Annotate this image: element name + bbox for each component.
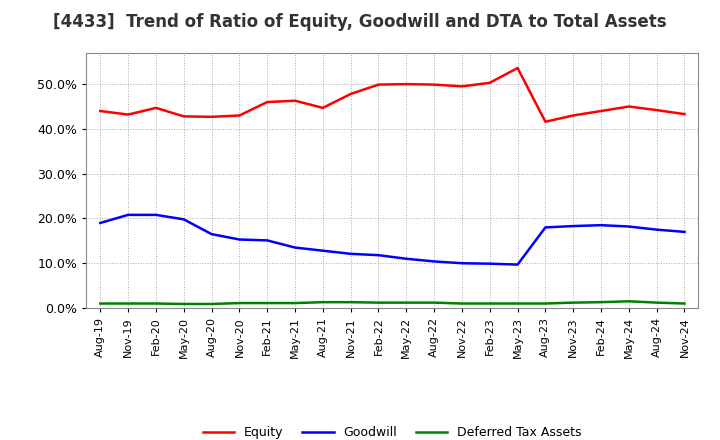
Equity xyxy=(652,107,661,113)
Deferred Tax Assets xyxy=(541,301,550,306)
Deferred Tax Assets xyxy=(624,299,633,304)
Goodwill xyxy=(597,223,606,228)
Equity xyxy=(263,99,271,105)
Goodwill xyxy=(680,229,689,235)
Equity xyxy=(680,111,689,117)
Equity xyxy=(96,108,104,114)
Goodwill xyxy=(485,261,494,266)
Goodwill xyxy=(96,220,104,226)
Equity xyxy=(458,84,467,89)
Deferred Tax Assets xyxy=(346,300,355,305)
Equity xyxy=(124,112,132,117)
Goodwill xyxy=(263,238,271,243)
Equity xyxy=(152,105,161,110)
Equity xyxy=(235,113,243,118)
Deferred Tax Assets xyxy=(291,301,300,306)
Equity xyxy=(541,119,550,125)
Deferred Tax Assets xyxy=(207,301,216,307)
Goodwill xyxy=(569,224,577,229)
Deferred Tax Assets xyxy=(152,301,161,306)
Deferred Tax Assets xyxy=(652,300,661,305)
Equity xyxy=(624,104,633,109)
Goodwill xyxy=(152,212,161,217)
Goodwill xyxy=(430,259,438,264)
Equity xyxy=(374,82,383,87)
Equity xyxy=(597,108,606,114)
Line: Deferred Tax Assets: Deferred Tax Assets xyxy=(100,301,685,304)
Equity xyxy=(207,114,216,120)
Deferred Tax Assets xyxy=(96,301,104,306)
Line: Goodwill: Goodwill xyxy=(100,215,685,264)
Equity xyxy=(291,98,300,103)
Goodwill xyxy=(652,227,661,232)
Equity xyxy=(430,82,438,87)
Line: Equity: Equity xyxy=(100,68,685,122)
Goodwill xyxy=(458,260,467,266)
Equity xyxy=(402,81,410,87)
Deferred Tax Assets xyxy=(374,300,383,305)
Equity xyxy=(485,80,494,85)
Goodwill xyxy=(541,225,550,230)
Goodwill xyxy=(207,231,216,237)
Goodwill xyxy=(291,245,300,250)
Deferred Tax Assets xyxy=(263,301,271,306)
Equity xyxy=(513,66,522,71)
Equity xyxy=(346,92,355,97)
Deferred Tax Assets xyxy=(124,301,132,306)
Equity xyxy=(318,105,327,110)
Equity xyxy=(179,114,188,119)
Deferred Tax Assets xyxy=(430,300,438,305)
Equity xyxy=(569,113,577,118)
Goodwill xyxy=(318,248,327,253)
Goodwill xyxy=(624,224,633,229)
Deferred Tax Assets xyxy=(402,300,410,305)
Deferred Tax Assets xyxy=(458,301,467,306)
Goodwill xyxy=(124,212,132,217)
Goodwill xyxy=(402,256,410,261)
Deferred Tax Assets xyxy=(235,301,243,306)
Deferred Tax Assets xyxy=(513,301,522,306)
Deferred Tax Assets xyxy=(569,300,577,305)
Deferred Tax Assets xyxy=(680,301,689,306)
Deferred Tax Assets xyxy=(597,300,606,305)
Deferred Tax Assets xyxy=(485,301,494,306)
Text: [4433]  Trend of Ratio of Equity, Goodwill and DTA to Total Assets: [4433] Trend of Ratio of Equity, Goodwil… xyxy=(53,13,667,31)
Goodwill xyxy=(346,251,355,257)
Goodwill xyxy=(235,237,243,242)
Goodwill xyxy=(513,262,522,267)
Goodwill xyxy=(374,253,383,258)
Deferred Tax Assets xyxy=(179,301,188,307)
Deferred Tax Assets xyxy=(318,300,327,305)
Legend: Equity, Goodwill, Deferred Tax Assets: Equity, Goodwill, Deferred Tax Assets xyxy=(198,422,587,440)
Goodwill xyxy=(179,217,188,222)
